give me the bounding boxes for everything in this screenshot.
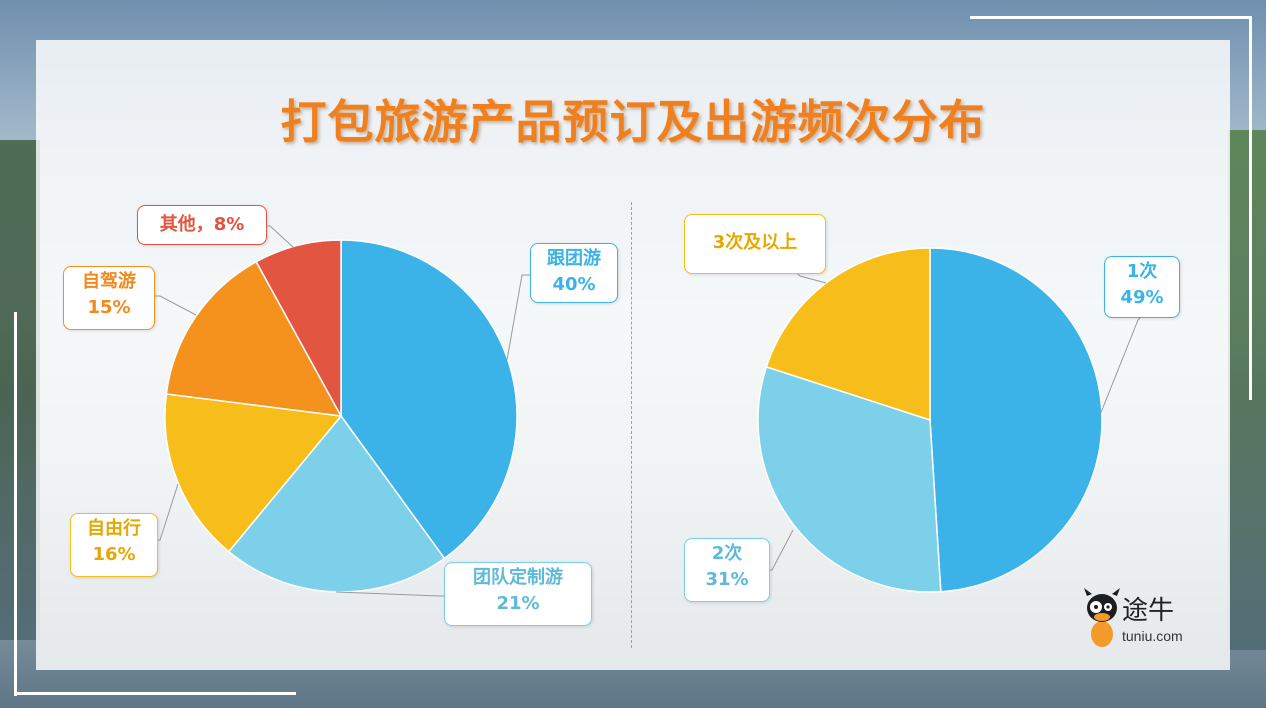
label-self-drive-value: 15% xyxy=(87,297,131,318)
leader-line-group-tour xyxy=(506,274,530,361)
pie-slice-independent-travel xyxy=(164,393,343,553)
leader-line-custom-group-tour xyxy=(335,591,446,597)
frame-line-left xyxy=(14,312,17,696)
background-trees-left xyxy=(0,140,40,640)
label-independent-travel-name: 自由行 xyxy=(87,518,141,539)
cow-mascot-icon xyxy=(1084,588,1120,647)
label-twice: 2次 31% xyxy=(684,538,770,602)
label-other-value: 8% xyxy=(213,214,245,235)
logo-domain: tuniu.com xyxy=(1122,628,1183,644)
label-once-value: 49% xyxy=(1120,287,1164,308)
pie-slice-three-plus xyxy=(765,247,931,422)
leader-line-twice xyxy=(770,529,794,571)
logo-name: 途牛 xyxy=(1122,596,1175,626)
page-title: 打包旅游产品预订及出游频次分布 xyxy=(280,95,986,149)
leader-line-self-drive xyxy=(155,295,197,316)
leader-line-once xyxy=(1099,317,1141,416)
pie-slice-group-tour xyxy=(340,239,518,560)
leader-line-independent-travel xyxy=(158,483,179,541)
label-three-plus-name: 3次及以上 xyxy=(712,232,798,253)
label-self-drive-name: 自驾游 xyxy=(82,271,136,292)
pie-slice-custom-group-tour xyxy=(227,414,446,593)
label-group-tour-value: 40% xyxy=(552,274,596,295)
frame-line-bottom-left xyxy=(14,692,296,695)
tuniu-logo: 途牛 tuniu.com xyxy=(1084,588,1204,650)
pie-slice-other xyxy=(255,239,342,417)
label-other-name: 其他， xyxy=(159,214,214,235)
pie-slice-twice xyxy=(757,365,942,593)
label-twice-value: 31% xyxy=(705,569,749,590)
label-custom-group-tour: 团队定制游 21% xyxy=(444,562,592,626)
label-custom-group-tour-name: 团队定制游 xyxy=(473,567,563,588)
label-independent-travel-value: 16% xyxy=(92,544,136,565)
label-once-name: 1次 xyxy=(1126,261,1158,282)
label-self-drive: 自驾游 15% xyxy=(63,266,155,330)
label-three-plus: 3次及以上 xyxy=(684,214,826,274)
leader-line-other xyxy=(267,225,295,249)
background-trees-right xyxy=(1228,130,1266,650)
pie-slice-self-drive xyxy=(165,260,343,417)
chart-divider xyxy=(631,202,632,648)
label-once: 1次 49% xyxy=(1104,256,1180,318)
label-twice-name: 2次 xyxy=(711,543,743,564)
label-group-tour-name: 跟团游 xyxy=(547,248,601,269)
frame-line-top-right xyxy=(970,16,1252,19)
pie-slice-once xyxy=(929,247,1103,593)
label-custom-group-tour-value: 21% xyxy=(496,593,540,614)
label-other: 其他，8% xyxy=(137,205,267,245)
label-group-tour: 跟团游 40% xyxy=(530,243,618,303)
frame-line-right xyxy=(1249,16,1252,400)
label-independent-travel: 自由行 16% xyxy=(70,513,158,577)
